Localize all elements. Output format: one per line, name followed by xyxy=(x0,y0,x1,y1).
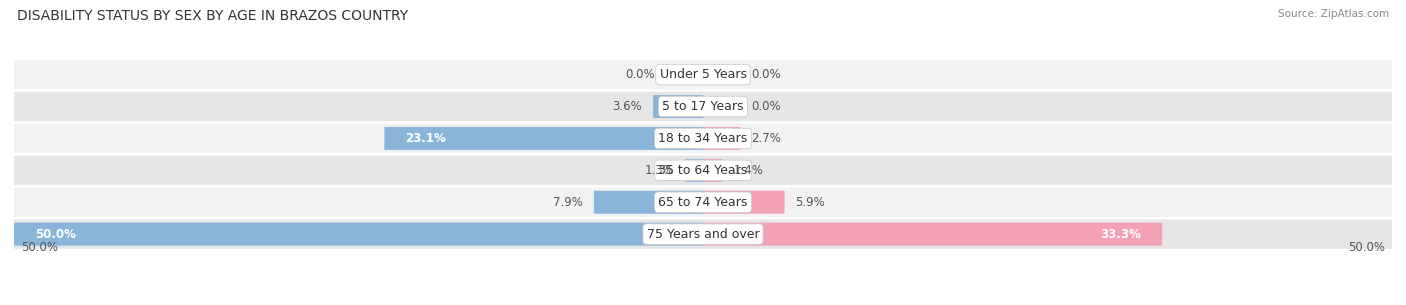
FancyBboxPatch shape xyxy=(14,124,1392,153)
Text: 75 Years and over: 75 Years and over xyxy=(647,228,759,241)
Text: 5.9%: 5.9% xyxy=(796,196,825,209)
Text: 23.1%: 23.1% xyxy=(405,132,446,145)
Text: 33.3%: 33.3% xyxy=(1101,228,1142,241)
Text: 7.9%: 7.9% xyxy=(553,196,583,209)
Text: 5 to 17 Years: 5 to 17 Years xyxy=(662,100,744,113)
Text: 0.0%: 0.0% xyxy=(751,68,780,81)
FancyBboxPatch shape xyxy=(703,223,1163,246)
FancyBboxPatch shape xyxy=(14,223,703,246)
Text: 50.0%: 50.0% xyxy=(21,241,58,254)
FancyBboxPatch shape xyxy=(654,95,703,118)
Text: DISABILITY STATUS BY SEX BY AGE IN BRAZOS COUNTRY: DISABILITY STATUS BY SEX BY AGE IN BRAZO… xyxy=(17,9,408,23)
FancyBboxPatch shape xyxy=(384,127,703,150)
Text: Under 5 Years: Under 5 Years xyxy=(659,68,747,81)
FancyBboxPatch shape xyxy=(14,188,1392,217)
Text: 65 to 74 Years: 65 to 74 Years xyxy=(658,196,748,209)
Text: 35 to 64 Years: 35 to 64 Years xyxy=(658,164,748,177)
Text: 0.0%: 0.0% xyxy=(751,100,780,113)
FancyBboxPatch shape xyxy=(14,92,1392,121)
FancyBboxPatch shape xyxy=(703,159,723,182)
Text: Source: ZipAtlas.com: Source: ZipAtlas.com xyxy=(1278,9,1389,19)
Text: 3.6%: 3.6% xyxy=(613,100,643,113)
Text: 50.0%: 50.0% xyxy=(35,228,76,241)
FancyBboxPatch shape xyxy=(14,60,1392,89)
Text: 50.0%: 50.0% xyxy=(1348,241,1385,254)
FancyBboxPatch shape xyxy=(14,156,1392,185)
Text: 2.7%: 2.7% xyxy=(751,132,782,145)
FancyBboxPatch shape xyxy=(593,191,703,214)
FancyBboxPatch shape xyxy=(703,191,785,214)
FancyBboxPatch shape xyxy=(14,220,1392,249)
Text: 0.0%: 0.0% xyxy=(626,68,655,81)
Text: 1.4%: 1.4% xyxy=(734,164,763,177)
FancyBboxPatch shape xyxy=(685,159,703,182)
Text: 1.3%: 1.3% xyxy=(644,164,673,177)
FancyBboxPatch shape xyxy=(703,127,741,150)
Text: 18 to 34 Years: 18 to 34 Years xyxy=(658,132,748,145)
